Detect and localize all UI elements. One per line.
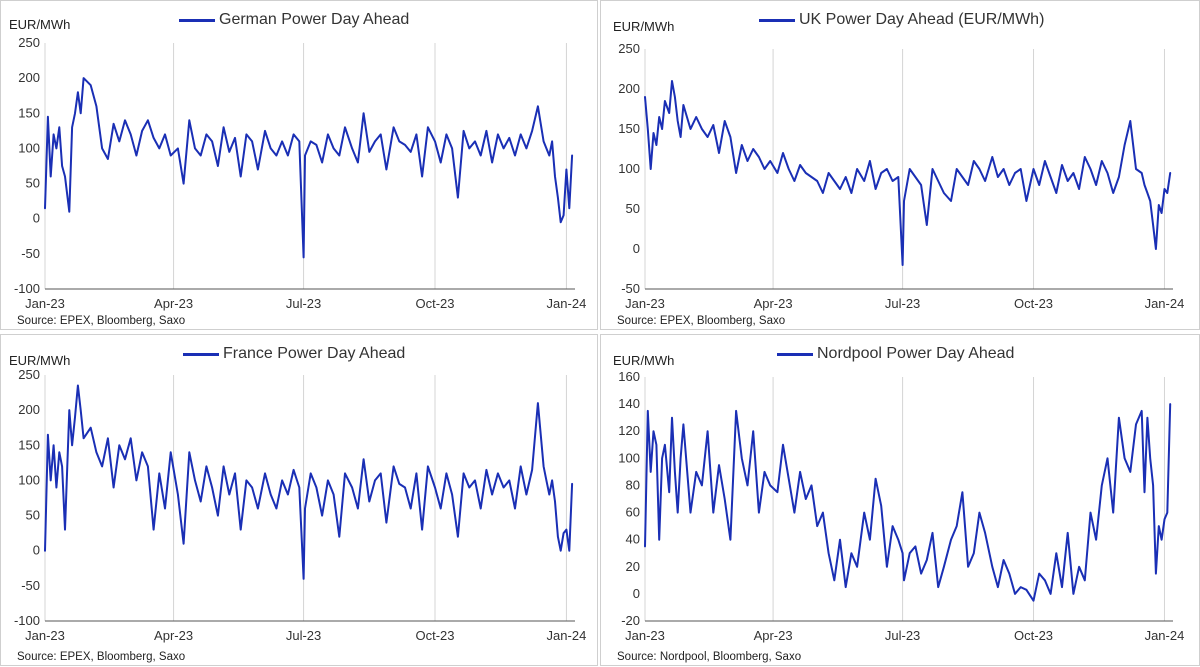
german-y-tick-label: 200 (18, 70, 40, 85)
uk-legend-label: UK Power Day Ahead (EUR/MWh) (799, 11, 1045, 28)
france-x-tick-label: Jul-23 (286, 628, 321, 643)
german-legend-swatch (179, 18, 215, 22)
german-y-unit: EUR/MWh (9, 17, 71, 32)
nordpool-legend-label: Nordpool Power Day Ahead (817, 345, 1015, 362)
uk-legend: UK Power Day Ahead (EUR/MWh) (759, 9, 1044, 31)
france-y-tick-label: -50 (21, 578, 40, 593)
nordpool-source: Source: Nordpool, Bloomberg, Saxo (617, 651, 802, 663)
france-chart-svg: -100 -50 0 50 100 150 200 250 Jan-23 Apr-23 Jul-23… (14, 367, 587, 643)
german-legend: German Power Day Ahead (179, 9, 409, 31)
nordpool-legend-swatch (777, 352, 813, 356)
uk-y-tick-label: 50 (626, 201, 640, 216)
german-legend-label: German Power Day Ahead (219, 11, 410, 28)
uk-chart-svg: -50 0 50 100 150 200 250 Jan-23 Apr-23 Jul-23 Oct-… (618, 41, 1185, 311)
france-y-unit: EUR/MWh (9, 353, 71, 368)
uk-x-tick-label: Jan-24 (1145, 296, 1185, 311)
uk-legend-swatch (759, 18, 795, 22)
france-y-tick-label: 0 (33, 543, 40, 558)
nordpool-y-tick-label: 20 (626, 559, 640, 574)
france-y-tick-label: 150 (18, 437, 40, 452)
german-x-tick-label: Apr-23 (154, 296, 193, 311)
nordpool-series-line (644, 403, 1172, 602)
german-y-tick-label: 250 (18, 35, 40, 50)
france-x-tick-label: Jan-24 (547, 628, 587, 643)
nordpool-y-tick-label: 80 (626, 477, 640, 492)
german-source: Source: EPEX, Bloomberg, Saxo (17, 315, 186, 327)
nordpool-y-tick-label: 140 (618, 396, 640, 411)
german-x-tick-label: Oct-23 (415, 296, 454, 311)
nordpool-y-tick-label: 160 (618, 369, 640, 384)
uk-source: Source: EPEX, Bloomberg, Saxo (617, 315, 786, 327)
nordpool-x-tick-label: Jan-23 (625, 628, 665, 643)
nordpool-chart-svg: -20 0 20 40 60 80 100 120 140 160 Jan-23 Apr-23 Jul-… (618, 369, 1185, 643)
uk-series-line (644, 80, 1172, 266)
german-y-tick-label: 50 (26, 176, 40, 191)
nordpool-y-tick-label: -20 (621, 613, 640, 628)
german-y-tick-label: 0 (33, 211, 40, 226)
nordpool-y-tick-label: 100 (618, 450, 640, 465)
uk-x-tick-label: Oct-23 (1014, 296, 1053, 311)
german-y-tick-label: 100 (18, 140, 40, 155)
german-x-tick-label: Jul-23 (286, 296, 321, 311)
france-legend: France Power Day Ahead (183, 343, 405, 365)
nordpool-x-tick-label: Jul-23 (885, 628, 920, 643)
uk-y-tick-label: 0 (633, 241, 640, 256)
nordpool-x-tick-label: Jan-24 (1145, 628, 1185, 643)
nordpool-chart-panel: Nordpool Power Day Ahead EUR/MWh Source:… (600, 334, 1200, 666)
france-series-line (44, 384, 574, 580)
nordpool-y-tick-label: 40 (626, 532, 640, 547)
uk-chart-panel: UK Power Day Ahead (EUR/MWh) EUR/MWh Sou… (600, 0, 1200, 330)
nordpool-legend: Nordpool Power Day Ahead (777, 343, 1014, 365)
uk-x-tick-label: Jul-23 (885, 296, 920, 311)
france-legend-label: France Power Day Ahead (223, 345, 406, 362)
france-y-tick-label: 250 (18, 367, 40, 382)
uk-y-tick-label: 250 (618, 41, 640, 56)
german-chart-panel: German Power Day Ahead EUR/MWh Source: E… (0, 0, 598, 330)
france-y-tick-label: 100 (18, 472, 40, 487)
german-y-tick-label: -100 (14, 281, 40, 296)
france-x-tick-label: Apr-23 (154, 628, 193, 643)
nordpool-y-unit: EUR/MWh (613, 353, 675, 368)
france-y-tick-label: -100 (14, 613, 40, 628)
france-source: Source: EPEX, Bloomberg, Saxo (17, 651, 186, 663)
france-x-tick-label: Oct-23 (415, 628, 454, 643)
uk-y-tick-label: -50 (621, 281, 640, 296)
france-x-tick-label: Jan-23 (25, 628, 65, 643)
france-legend-swatch (183, 352, 219, 356)
german-chart-svg: -100 -50 0 50 100 150 200 250 Jan-23 Apr-23 Jul-23… (14, 35, 587, 311)
german-y-tick-label: 150 (18, 105, 40, 120)
nordpool-y-tick-label: 0 (633, 586, 640, 601)
france-y-tick-label: 200 (18, 402, 40, 417)
france-y-tick-label: 50 (26, 508, 40, 523)
uk-y-unit: EUR/MWh (613, 19, 675, 34)
german-y-tick-label: -50 (21, 246, 40, 261)
uk-y-tick-label: 200 (618, 81, 640, 96)
uk-y-tick-label: 150 (618, 121, 640, 136)
nordpool-y-tick-label: 60 (626, 505, 640, 520)
france-chart-panel: France Power Day Ahead EUR/MWh Source: E… (0, 334, 598, 666)
nordpool-y-tick-label: 120 (618, 423, 640, 438)
uk-y-tick-label: 100 (618, 161, 640, 176)
nordpool-x-tick-label: Apr-23 (754, 628, 793, 643)
nordpool-x-tick-label: Oct-23 (1014, 628, 1053, 643)
uk-x-tick-label: Apr-23 (754, 296, 793, 311)
german-series-line (44, 77, 574, 259)
uk-x-tick-label: Jan-23 (625, 296, 665, 311)
german-x-tick-label: Jan-24 (547, 296, 587, 311)
german-x-tick-label: Jan-23 (25, 296, 65, 311)
